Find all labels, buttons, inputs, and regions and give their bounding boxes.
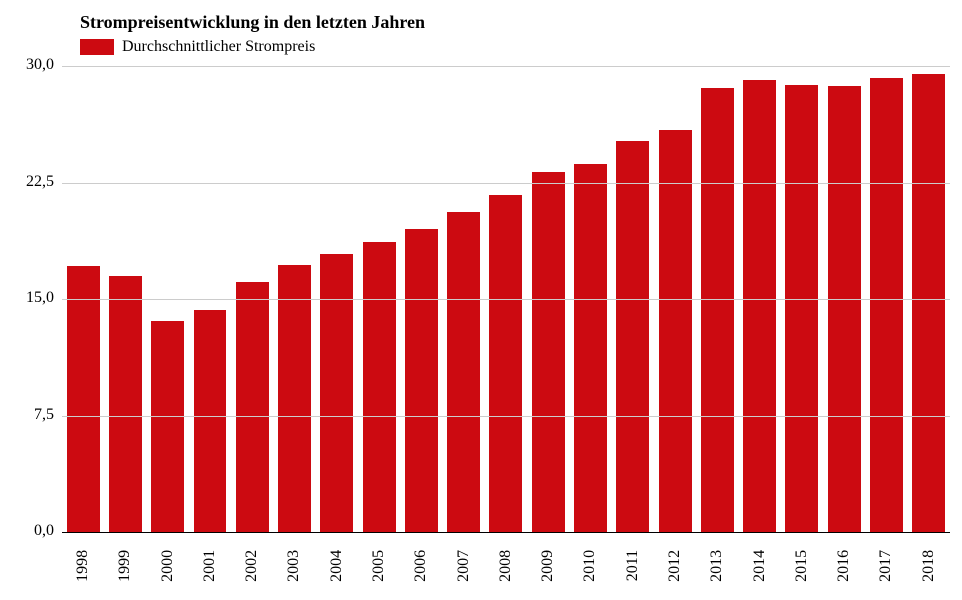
x-tick-label: 2016 xyxy=(835,550,853,592)
bar xyxy=(405,229,438,532)
bar xyxy=(659,130,692,532)
bar xyxy=(616,141,649,532)
bar xyxy=(320,254,353,532)
bar xyxy=(447,212,480,532)
x-tick-label: 2017 xyxy=(877,550,895,592)
x-tick-label: 2007 xyxy=(455,550,473,592)
x-tick-label: 2006 xyxy=(412,550,430,592)
x-axis-baseline xyxy=(62,532,950,533)
x-tick-label: 2002 xyxy=(243,550,261,592)
gridline xyxy=(62,416,950,417)
x-tick-label: 2018 xyxy=(920,550,938,592)
bar xyxy=(870,78,903,532)
bar xyxy=(701,88,734,532)
bar xyxy=(743,80,776,532)
bar xyxy=(109,276,142,532)
bar xyxy=(151,321,184,532)
gridline xyxy=(62,66,950,67)
x-tick-label: 2003 xyxy=(286,550,304,592)
x-tick-label: 2014 xyxy=(751,550,769,592)
chart-legend: Durchschnittlicher Strompreis xyxy=(80,38,315,56)
x-tick-label: 2015 xyxy=(793,550,811,592)
bar xyxy=(785,85,818,532)
bar xyxy=(67,266,100,532)
plot-area xyxy=(62,66,950,532)
x-tick-label: 2000 xyxy=(159,550,177,592)
bar xyxy=(489,195,522,532)
gridline xyxy=(62,299,950,300)
gridline xyxy=(62,183,950,184)
bar xyxy=(574,164,607,532)
legend-label: Durchschnittlicher Strompreis xyxy=(122,38,315,56)
bar xyxy=(236,282,269,532)
x-tick-label: 1999 xyxy=(116,550,134,592)
x-tick-label: 2004 xyxy=(328,550,346,592)
chart-container: Strompreisentwicklung in den letzten Jah… xyxy=(0,0,962,600)
x-tick-label: 2008 xyxy=(497,550,515,592)
x-tick-label: 2012 xyxy=(666,550,684,592)
x-tick-label: 1998 xyxy=(74,550,92,592)
x-tick-label: 2011 xyxy=(624,550,642,592)
y-tick-label: 0,0 xyxy=(4,522,54,540)
legend-swatch xyxy=(80,39,114,55)
bar xyxy=(912,74,945,532)
bar xyxy=(828,86,861,532)
x-tick-label: 2010 xyxy=(582,550,600,592)
x-tick-label: 2001 xyxy=(201,550,219,592)
y-tick-label: 15,0 xyxy=(4,289,54,307)
bar xyxy=(363,242,396,532)
x-tick-label: 2013 xyxy=(708,550,726,592)
bar xyxy=(532,172,565,532)
x-axis-labels: 1998199920002001200220032004200520062007… xyxy=(62,562,950,580)
x-tick-label: 2009 xyxy=(539,550,557,592)
y-tick-label: 30,0 xyxy=(4,56,54,74)
bar xyxy=(278,265,311,532)
y-tick-label: 22,5 xyxy=(4,173,54,191)
y-tick-label: 7,5 xyxy=(4,406,54,424)
x-tick-label: 2005 xyxy=(370,550,388,592)
bar xyxy=(194,310,227,532)
chart-title: Strompreisentwicklung in den letzten Jah… xyxy=(80,12,425,33)
